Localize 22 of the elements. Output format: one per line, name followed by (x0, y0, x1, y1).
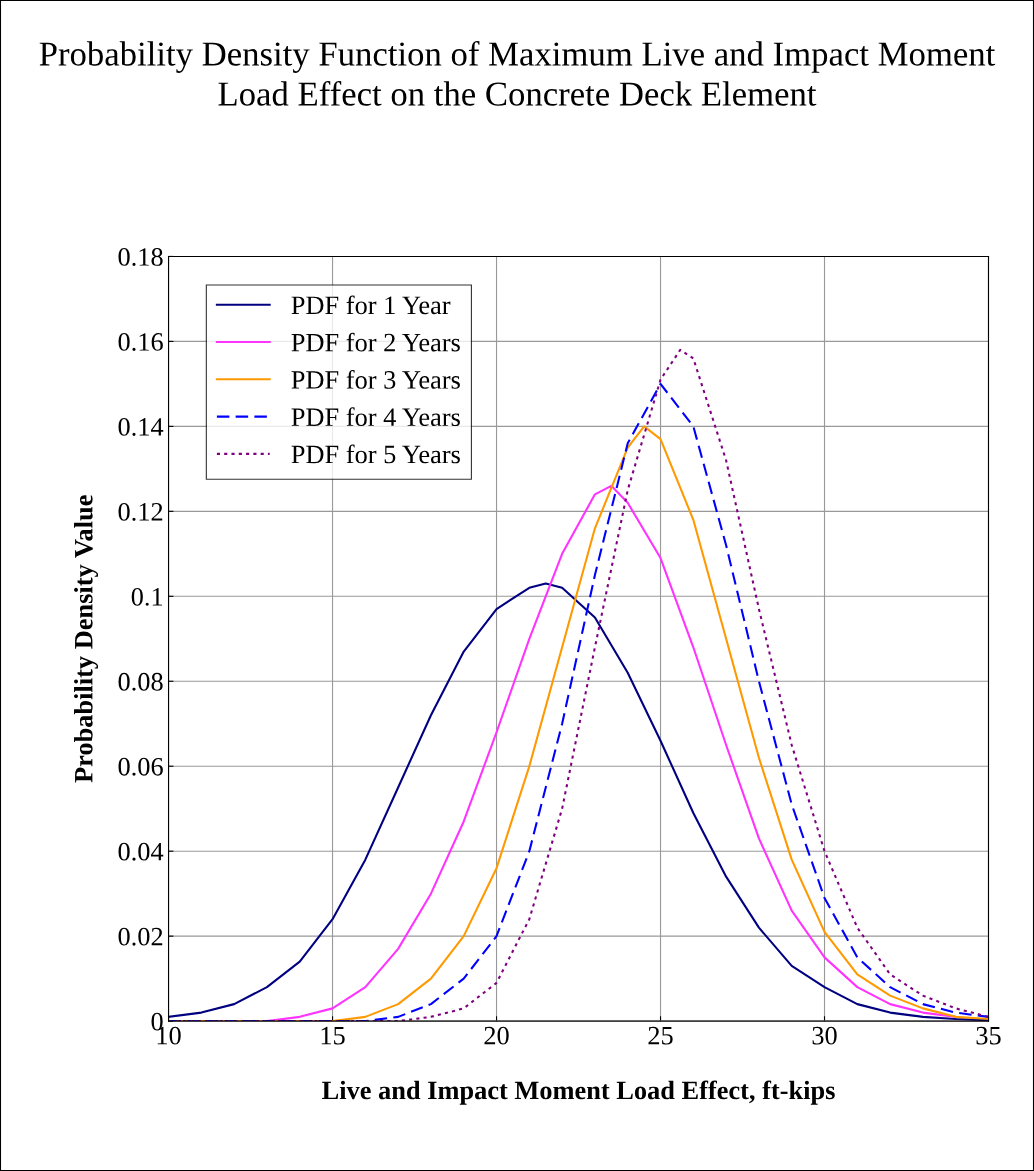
legend-label: PDF for 5 Years (291, 444, 460, 464)
x-tick-label: 15 (321, 1026, 345, 1045)
y-tick-label: 0.1 (131, 587, 163, 606)
y-tick-label: 0.14 (118, 417, 164, 436)
y-tick-label: 0.12 (118, 502, 163, 521)
x-tick-label: 35 (976, 1026, 1001, 1045)
legend-label: PDF for 2 Years (291, 332, 460, 352)
y-tick-label: 0.06 (118, 757, 163, 776)
legend-label: PDF for 3 Years (291, 369, 460, 389)
y-axis-title: Probability Density Value (74, 495, 99, 783)
y-tick-label: 0.02 (118, 927, 163, 946)
legend-label: PDF for 1 Year (291, 295, 451, 315)
y-tick-label: 0.08 (118, 672, 163, 691)
y-tick-label: 0.16 (118, 333, 163, 351)
x-tick-label: 25 (648, 1026, 673, 1045)
x-tick-label: 20 (484, 1026, 509, 1045)
y-tick-label: 0.18 (118, 248, 163, 266)
y-tick-label: 0.04 (118, 842, 164, 861)
x-tick-label: 30 (812, 1026, 837, 1045)
legend-label: PDF for 4 Years (291, 407, 460, 427)
chart-title: Probability Density Function of Maximum Live and Impact Moment Load Effect on the Concrete Deck Element (39, 40, 996, 106)
x-axis-title: Live and Impact Moment Load Effect, ft-kips (322, 1080, 835, 1105)
